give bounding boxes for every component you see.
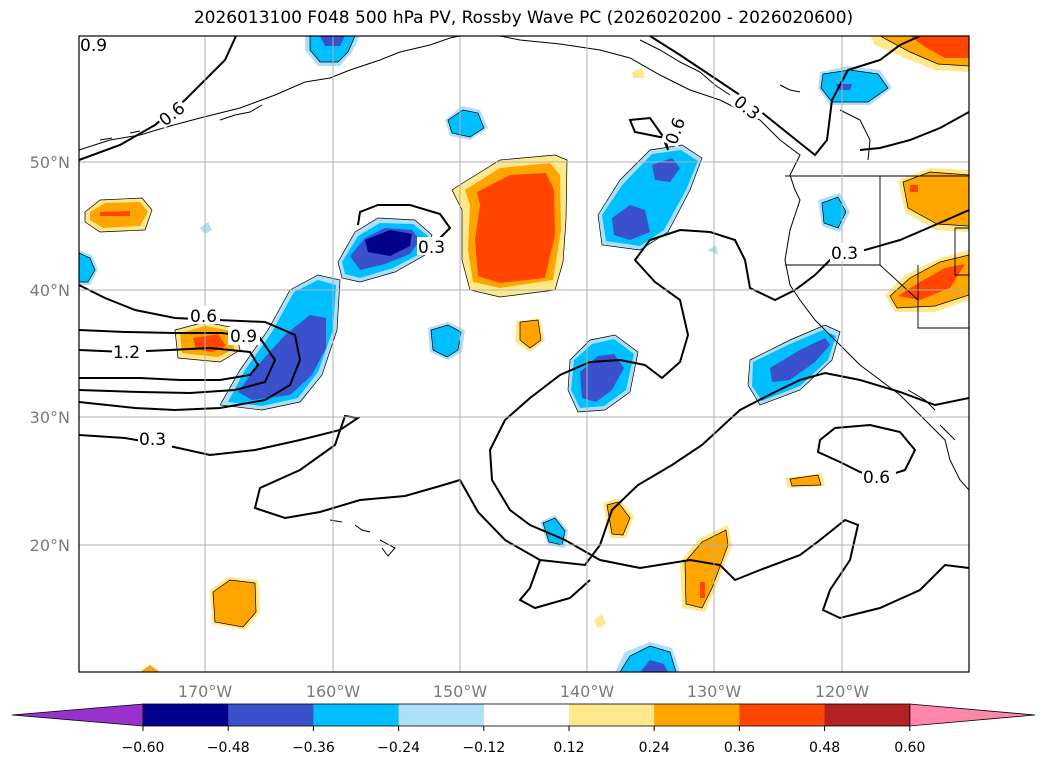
colorbar-extend-low xyxy=(11,703,144,727)
lat-label: 50°N xyxy=(30,153,70,172)
colorbar-extend-high xyxy=(909,703,1036,727)
lat-label: 30°N xyxy=(30,408,70,427)
contour-label: 0.3 xyxy=(831,244,858,264)
colorbar-segment xyxy=(739,704,826,726)
colorbar-tick-label: −0.24 xyxy=(377,740,420,756)
colorbar-tick-label: 0.36 xyxy=(724,740,755,756)
map-frame xyxy=(78,35,970,673)
contour-label: 0.9 xyxy=(230,327,257,347)
colorbar-segment xyxy=(569,704,655,726)
colorbar-segment xyxy=(398,704,485,726)
colorbar-segment xyxy=(313,704,400,726)
lon-label: 140°W xyxy=(560,682,615,701)
map-title: 2026013100 F048 500 hPa PV, Rossby Wave … xyxy=(193,8,854,28)
lat-label: 40°N xyxy=(30,281,70,300)
colorbar-tick-label: 0.24 xyxy=(639,740,670,756)
colorbar-tick-label: −0.60 xyxy=(122,740,165,756)
colorbar-tick-label: 0.60 xyxy=(894,740,925,756)
colorbar-segment xyxy=(824,704,911,726)
pv-shading xyxy=(79,36,969,672)
colorbar-segment xyxy=(228,704,314,726)
gridlines xyxy=(79,36,969,672)
lon-label: 130°W xyxy=(687,682,742,701)
colorbar: −0.60 −0.48 −0.36 −0.24 −0.12 0.12 0.24 0.36 0.4… xyxy=(11,703,1036,756)
colorbar-tick-label: 0.12 xyxy=(553,740,584,756)
latitude-labels: 50°N 40°N 30°N 20°N xyxy=(30,153,70,555)
contour-label: 0.6 xyxy=(863,468,890,488)
colorbar-tick-label: −0.36 xyxy=(292,740,335,756)
colorbar-tick-label: 0.48 xyxy=(809,740,840,756)
contour-label: 0.3 xyxy=(418,238,445,258)
contour-label: 0.9 xyxy=(80,36,107,56)
coastlines xyxy=(79,36,969,557)
contour-label: 0.6 xyxy=(190,307,217,327)
colorbar-segment xyxy=(654,704,740,726)
lon-label: 170°W xyxy=(178,682,233,701)
lat-label: 20°N xyxy=(30,536,70,555)
colorbar-segment xyxy=(143,704,229,726)
state-borders xyxy=(785,175,969,329)
lon-label: 120°W xyxy=(815,682,870,701)
colorbar-segment xyxy=(483,704,570,726)
lon-label: 160°W xyxy=(306,682,361,701)
lon-label: 150°W xyxy=(433,682,488,701)
colorbar-tick-label: −0.48 xyxy=(207,740,250,756)
colorbar-outline xyxy=(142,703,911,727)
longitude-labels: 170°W 160°W 150°W 140°W 130°W 120°W xyxy=(178,682,870,701)
colorbar-tick-label: −0.12 xyxy=(462,740,505,756)
contour-label: 1.2 xyxy=(113,343,140,363)
contour-label: 0.3 xyxy=(139,430,166,450)
